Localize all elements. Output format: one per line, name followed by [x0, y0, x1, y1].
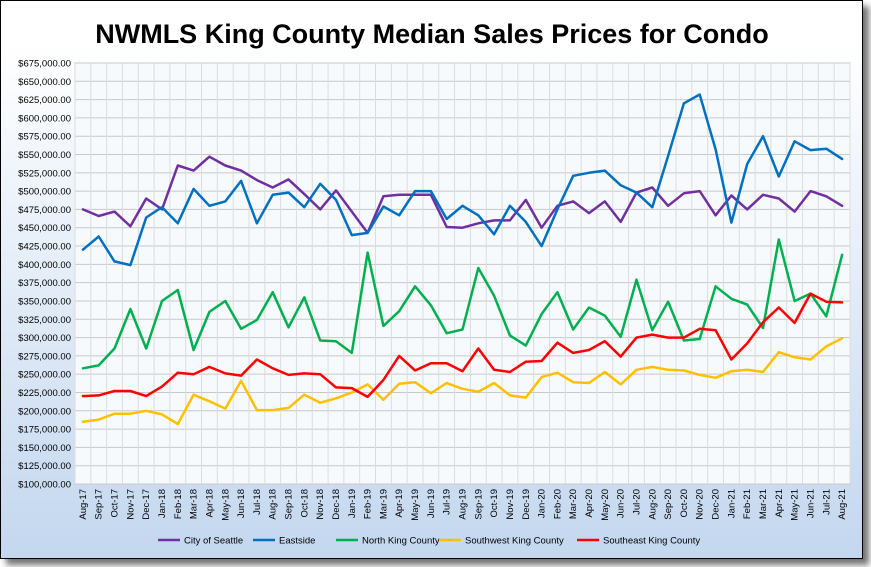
x-tick-label: Jul-20 [631, 489, 642, 515]
x-tick-label: Oct-20 [679, 489, 690, 518]
series-line-eastside [81, 93, 844, 267]
x-tick-label: Dec-18 [331, 489, 342, 520]
x-tick-label: Jan-18 [157, 489, 168, 518]
y-tick-label: $475,000.00 [18, 205, 71, 216]
y-tick-label: $325,000.00 [18, 315, 71, 326]
series-line-city-of-seattle [81, 155, 844, 235]
x-tick-label: Dec-19 [521, 489, 532, 520]
x-tick-label: Sep-17 [94, 489, 105, 520]
x-tick-label: Mar-21 [758, 489, 769, 519]
x-tick-label: Aug-19 [458, 489, 469, 520]
x-tick-label: Jan-21 [726, 489, 737, 518]
legend-label: Southwest King County [465, 536, 564, 547]
x-tick-label: May-20 [600, 489, 611, 521]
y-tick-label: $100,000.00 [18, 480, 71, 491]
legend-label: North King County [362, 536, 440, 547]
legend-label: Eastside [279, 536, 315, 547]
chart-title: NWMLS King County Median Sales Prices fo… [95, 19, 769, 49]
x-tick-label: Jun-19 [426, 489, 437, 518]
x-tick-label: Aug-20 [647, 489, 658, 520]
y-tick-label: $150,000.00 [18, 443, 71, 454]
y-tick-label: $300,000.00 [18, 333, 71, 344]
x-tick-label: May-19 [410, 489, 421, 521]
y-tick-label: $125,000.00 [18, 461, 71, 472]
x-tick-label: May-21 [790, 489, 801, 521]
x-tick-label: Nov-17 [125, 489, 136, 520]
gridlines [74, 62, 851, 485]
x-tick-label: Jun-21 [805, 489, 816, 518]
y-tick-label: $575,000.00 [18, 132, 71, 143]
y-axis-ticks: $100,000.00 $125,000.00 $150,000.00 $175,00… [18, 59, 71, 491]
y-tick-label: $625,000.00 [18, 95, 71, 106]
x-tick-label: Apr-18 [204, 489, 215, 518]
y-tick-label: $250,000.00 [18, 370, 71, 381]
x-tick-label: Jan-20 [537, 489, 548, 518]
y-tick-label: $375,000.00 [18, 278, 71, 289]
y-tick-label: $450,000.00 [18, 223, 71, 234]
x-tick-label: May-18 [220, 489, 231, 521]
x-tick-label: Jul-18 [252, 489, 263, 515]
y-tick-label: $400,000.00 [18, 260, 71, 271]
y-tick-label: $650,000.00 [18, 77, 71, 88]
x-tick-label: Jul-21 [821, 489, 832, 515]
x-tick-label: Oct-18 [299, 489, 310, 518]
x-tick-label: Aug-18 [268, 489, 279, 520]
y-tick-label: $675,000.00 [18, 59, 71, 70]
y-tick-label: $600,000.00 [18, 113, 71, 124]
x-tick-label: Oct-17 [110, 489, 121, 518]
y-tick-label: $350,000.00 [18, 296, 71, 307]
x-tick-label: Dec-20 [711, 489, 722, 520]
x-tick-label: Nov-18 [315, 489, 326, 520]
x-tick-label: Apr-21 [774, 489, 785, 518]
x-tick-label: Apr-20 [584, 489, 595, 518]
x-tick-label: Mar-18 [189, 489, 200, 519]
x-tick-label: Jun-20 [616, 489, 627, 518]
series-lines [81, 93, 844, 426]
y-tick-label: $225,000.00 [18, 388, 71, 399]
y-tick-label: $425,000.00 [18, 242, 71, 253]
x-tick-label: Dec-17 [141, 489, 152, 520]
x-tick-label: Apr-19 [394, 489, 405, 518]
x-tick-label: Jul-19 [442, 489, 453, 515]
y-tick-label: $275,000.00 [18, 351, 71, 362]
x-tick-label: Aug-21 [837, 489, 848, 520]
legend: City of Seattle Eastside North King County… [158, 536, 700, 547]
x-tick-label: Mar-19 [378, 489, 389, 519]
x-tick-label: Jan-19 [347, 489, 358, 518]
x-axis-ticks: Aug-17 Sep-17 Oct-17 Nov-17 Dec-17 Jan-18 Feb-… [78, 489, 848, 521]
legend-label: Southeast King County [603, 536, 700, 547]
x-tick-label: Feb-18 [173, 489, 184, 519]
x-tick-label: Jun-18 [236, 489, 247, 518]
x-tick-label: Feb-20 [552, 489, 563, 519]
y-tick-label: $550,000.00 [18, 150, 71, 161]
x-tick-label: Sep-19 [473, 489, 484, 520]
x-tick-label: Nov-19 [505, 489, 516, 520]
series-line-southwest-king-county [81, 337, 844, 426]
x-tick-label: Feb-21 [742, 489, 753, 519]
x-tick-label: Feb-19 [363, 489, 374, 519]
series-line-southeast-king-county [81, 292, 844, 399]
x-tick-label: Sep-18 [284, 489, 295, 520]
x-tick-label: Oct-19 [489, 489, 500, 518]
x-tick-label: Nov-20 [695, 489, 706, 520]
y-tick-label: $500,000.00 [18, 187, 71, 198]
y-tick-label: $525,000.00 [18, 168, 71, 179]
x-tick-label: Sep-20 [663, 489, 674, 520]
y-tick-label: $175,000.00 [18, 425, 71, 436]
series-line-north-king-county [81, 238, 844, 370]
x-tick-label: Mar-20 [568, 489, 579, 519]
y-tick-label: $200,000.00 [18, 406, 71, 417]
plot-area [74, 62, 851, 485]
legend-label: City of Seattle [184, 536, 243, 547]
x-tick-label: Aug-17 [78, 489, 89, 520]
